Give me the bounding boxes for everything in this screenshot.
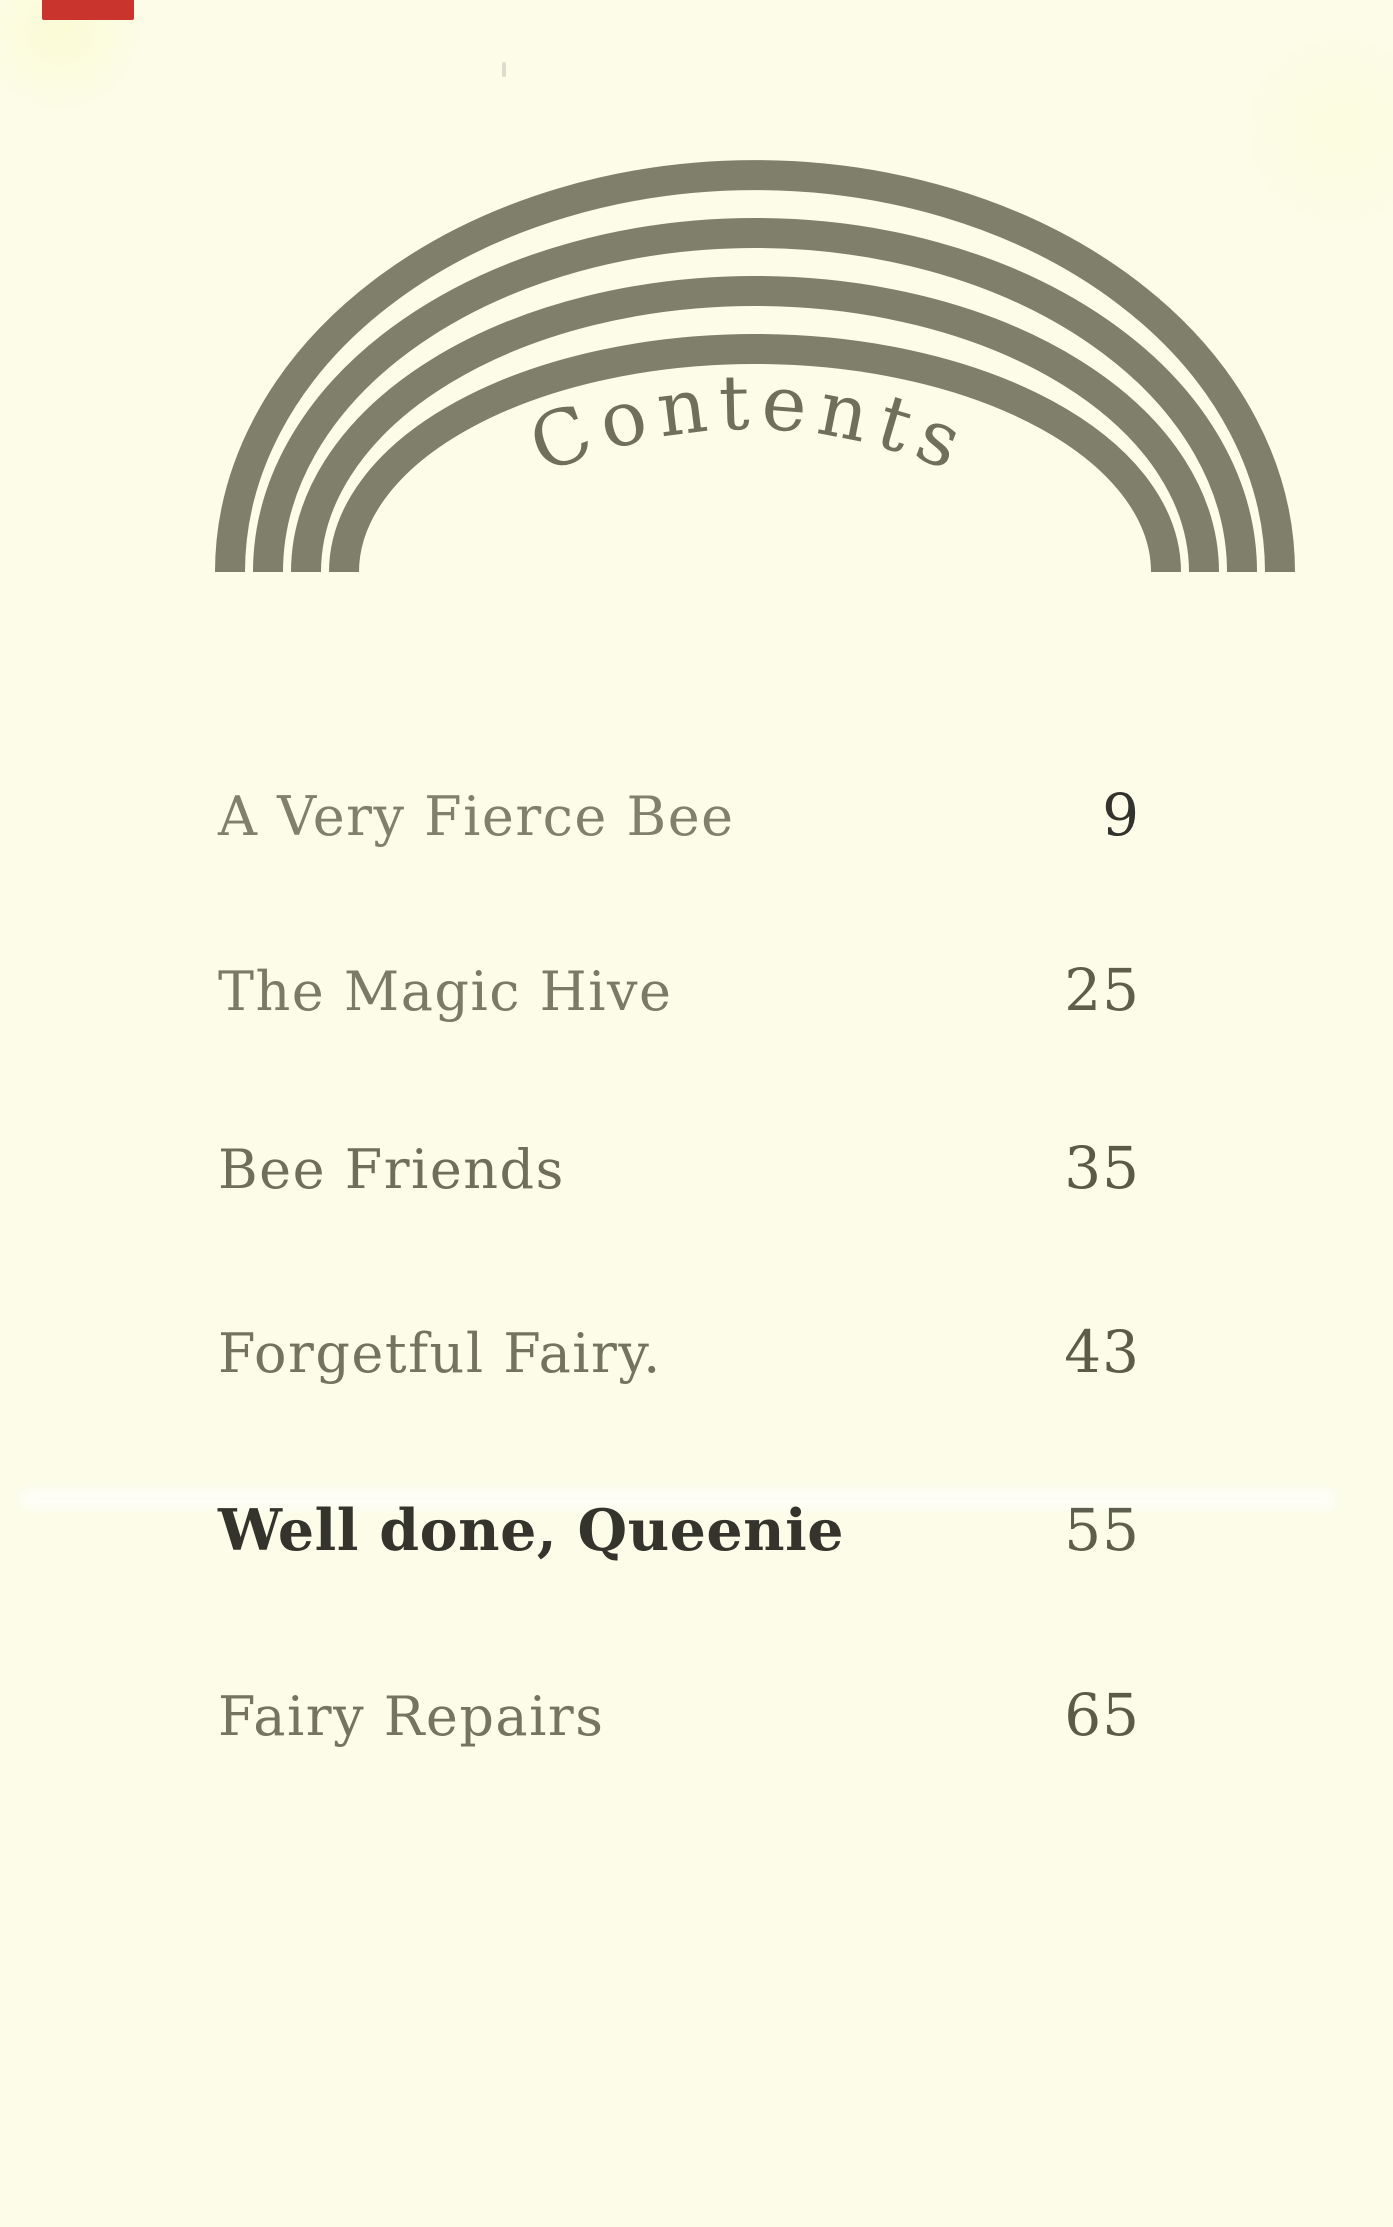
page-number: 55 bbox=[1064, 1496, 1140, 1564]
rainbow-arc-inner bbox=[329, 334, 1181, 573]
chapter-title: Well done, Queenie bbox=[218, 1497, 845, 1564]
page-number: 9 bbox=[1102, 781, 1140, 849]
chapter-title: A Very Fierce Bee bbox=[218, 785, 735, 848]
chapter-title: Forgetful Fairy. bbox=[218, 1322, 662, 1385]
chapter-title: Fairy Repairs bbox=[218, 1685, 605, 1748]
page-number: 65 bbox=[1064, 1681, 1140, 1749]
rainbow-arc-2 bbox=[253, 218, 1257, 573]
page-number: 43 bbox=[1064, 1318, 1140, 1386]
toc-row: Well done, Queenie 55 bbox=[218, 1494, 1140, 1566]
red-corner-mark bbox=[42, 0, 134, 20]
scanner-streak bbox=[20, 1488, 1335, 1510]
toc-row: The Magic Hive 25 bbox=[218, 954, 1140, 1026]
rainbow-arcs: Contents bbox=[215, 160, 1295, 573]
page-number: 35 bbox=[1064, 1134, 1140, 1202]
chapter-title: The Magic Hive bbox=[218, 960, 673, 1023]
page-number: 25 bbox=[1064, 956, 1140, 1024]
chapter-title: Bee Friends bbox=[218, 1138, 565, 1201]
toc-row: Fairy Repairs 65 bbox=[218, 1679, 1140, 1751]
toc-row: A Very Fierce Bee 9 bbox=[218, 779, 1140, 851]
toc-row: Forgetful Fairy. 43 bbox=[218, 1316, 1140, 1388]
scan-dash-artifact bbox=[502, 62, 506, 77]
toc-row: Bee Friends 35 bbox=[218, 1132, 1140, 1204]
rainbow-arc-3 bbox=[291, 276, 1219, 573]
rainbow-arc-outer bbox=[215, 160, 1295, 573]
